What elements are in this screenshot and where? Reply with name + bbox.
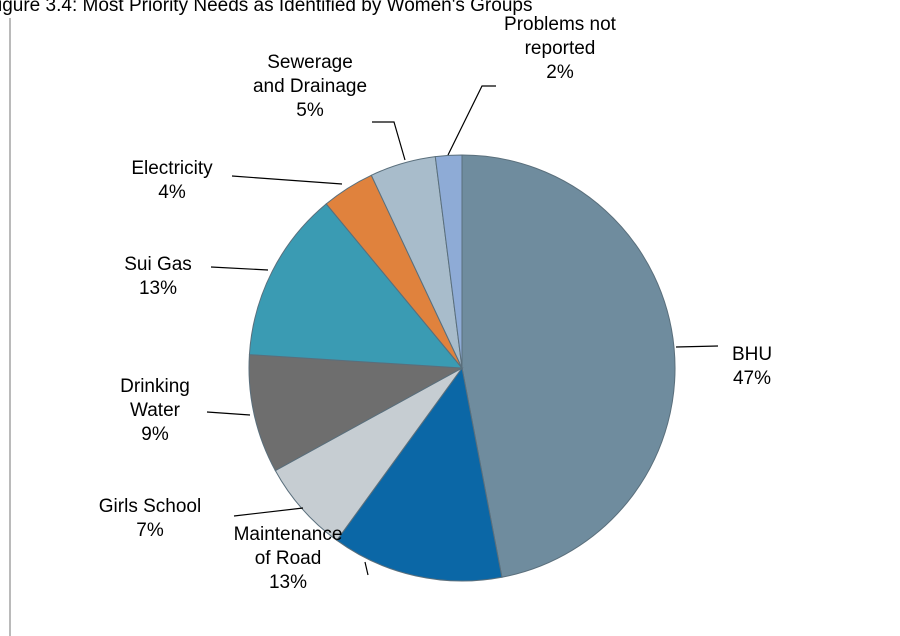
slice-label-sui-gas: Sui Gas 13% bbox=[124, 254, 192, 299]
slice-percent-maintenance-of-road: 13% bbox=[269, 572, 307, 593]
chart-title: igure 3.4: Most Priority Needs as Identi… bbox=[0, 0, 532, 16]
slice-name-sui-gas: Sui Gas bbox=[124, 254, 192, 275]
slice-name-electricity: Electricity bbox=[131, 158, 213, 179]
slice-label-bhu: BHU 47% bbox=[732, 344, 772, 389]
slice-name-drinking-water: Water bbox=[130, 400, 181, 421]
slice-percent-bhu: 47% bbox=[733, 368, 771, 389]
leader-line-drinking-water bbox=[206, 411, 251, 416]
slice-percent-sui-gas: 13% bbox=[139, 278, 177, 299]
slice-percent-problems-not-reported: 2% bbox=[546, 62, 574, 83]
slice-name-sewerage-and-drainage: and Drainage bbox=[253, 76, 367, 97]
slice-name-bhu: BHU bbox=[732, 344, 772, 365]
slice-name-sewerage-and-drainage: Sewerage bbox=[267, 52, 353, 73]
slice-percent-girls-school: 7% bbox=[136, 520, 164, 541]
slice-name-problems-not-reported: reported bbox=[525, 38, 596, 59]
leader-line-sewerage-and-drainage bbox=[372, 121, 406, 161]
slice-label-maintenance-of-road: Maintenance of Road 13% bbox=[234, 524, 343, 593]
leader-line-problems-not-reported bbox=[447, 85, 496, 156]
slice-name-maintenance-of-road: Maintenance bbox=[234, 524, 343, 545]
pie-slice-sui-gas bbox=[248, 203, 464, 369]
slice-percent-sewerage-and-drainage: 5% bbox=[296, 100, 324, 121]
pie-labels: BHU 47% Maintenance of Road 13% Girls School 7… bbox=[99, 14, 772, 593]
slice-percent-electricity: 4% bbox=[158, 182, 186, 203]
slice-label-problems-not-reported: Problems not reported 2% bbox=[504, 14, 617, 83]
slice-name-drinking-water: Drinking bbox=[120, 376, 190, 397]
pie-slice-bhu bbox=[461, 154, 676, 578]
slice-percent-drinking-water: 9% bbox=[141, 424, 169, 445]
leader-line-bhu bbox=[675, 345, 719, 348]
slice-label-girls-school: Girls School 7% bbox=[99, 496, 201, 541]
slice-label-sewerage-and-drainage: Sewerage and Drainage 5% bbox=[253, 52, 367, 121]
pie-slice-drinking-water bbox=[248, 354, 464, 472]
slice-label-electricity: Electricity 4% bbox=[131, 158, 213, 203]
slice-label-drinking-water: Drinking Water 9% bbox=[120, 376, 190, 445]
leader-line-sui-gas bbox=[210, 266, 269, 271]
leader-line-maintenance-of-road bbox=[364, 561, 369, 576]
pie-slices bbox=[248, 154, 676, 582]
pie-slice-problems-not-reported bbox=[434, 154, 463, 369]
leader-line-girls-school bbox=[233, 507, 304, 517]
slice-name-maintenance-of-road: of Road bbox=[255, 548, 322, 569]
leader-line-electricity bbox=[231, 175, 343, 185]
slice-name-girls-school: Girls School bbox=[99, 496, 201, 517]
pie-slice-maintenance-of-road bbox=[336, 366, 503, 582]
slice-name-problems-not-reported: Problems not bbox=[504, 14, 617, 35]
